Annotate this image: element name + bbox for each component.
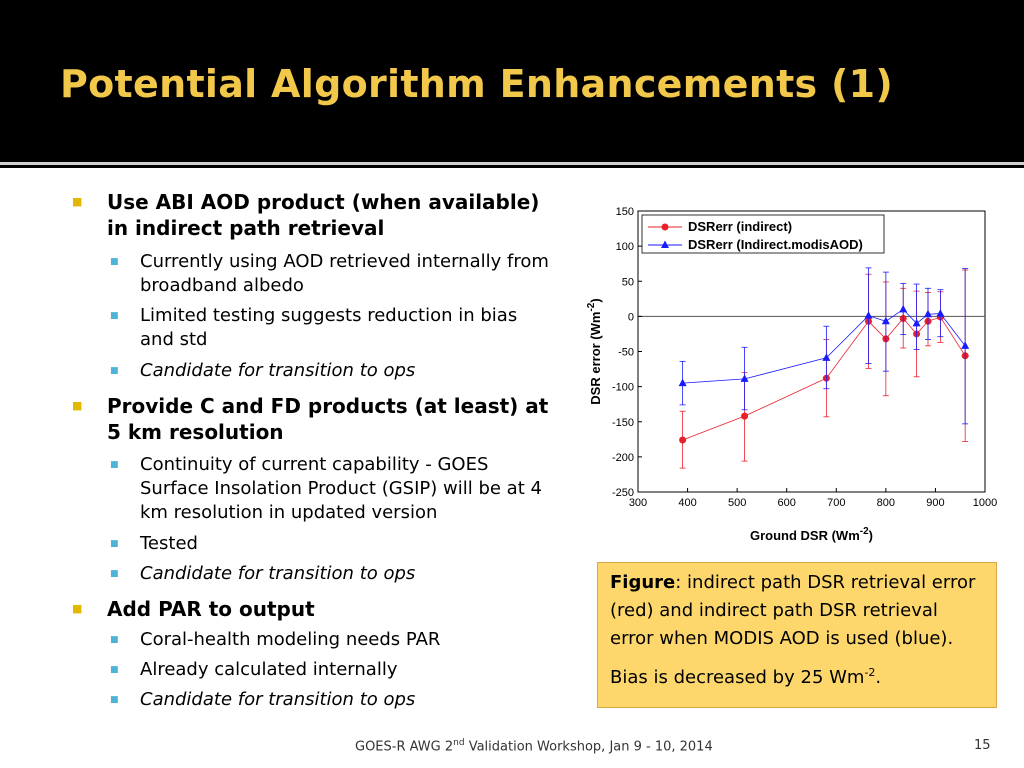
sub-bullet: ■ Currently using AOD retrieved internal… bbox=[110, 250, 550, 298]
sub-bullet-text: Candidate for transition to ops bbox=[140, 360, 416, 381]
bullet-square-icon: ■ bbox=[72, 195, 83, 208]
y-axis-label: DSR error (Wm-2) bbox=[586, 298, 603, 404]
page-number: 15 bbox=[974, 738, 991, 753]
bullet-add-par: ■ Add PAR to output bbox=[72, 596, 562, 622]
footer-prefix: GOES-R AWG 2 bbox=[355, 739, 454, 755]
x-tick-label: 400 bbox=[678, 497, 696, 509]
x-tick-label: 1000 bbox=[973, 497, 997, 509]
plot-frame bbox=[637, 210, 986, 493]
y-tick-label: 100 bbox=[616, 241, 634, 253]
sub-bullet-square-icon: ■ bbox=[110, 366, 119, 376]
sub-bullet-square-icon: ■ bbox=[110, 635, 119, 645]
sub-bullet-text: Currently using AOD retrieved internally… bbox=[140, 251, 549, 296]
sub-bullet-square-icon: ■ bbox=[110, 311, 119, 321]
caption-bias-end: . bbox=[875, 667, 882, 688]
y-tick-label: -200 bbox=[612, 452, 634, 464]
legend-box bbox=[641, 214, 885, 254]
y-tick-label: -250 bbox=[612, 487, 634, 499]
data-point-blue bbox=[912, 318, 921, 327]
title-separator bbox=[0, 162, 1024, 165]
sub-bullet-text: Limited testing suggests reduction in bi… bbox=[140, 305, 518, 350]
y-tick-label: 50 bbox=[622, 276, 634, 288]
sub-bullet: ■ Candidate for transition to ops bbox=[110, 562, 550, 586]
legend-marker-blue bbox=[661, 240, 669, 248]
sub-bullet-square-icon: ■ bbox=[110, 569, 119, 579]
sub-bullet: ■ Already calculated internally bbox=[110, 658, 550, 682]
data-point-blue bbox=[864, 311, 873, 319]
caption-text: : indirect path DSR retrieval error (red… bbox=[610, 572, 976, 649]
sub-bullet-text: Already calculated internally bbox=[140, 659, 398, 680]
bullet-square-icon: ■ bbox=[72, 602, 83, 615]
data-point-blue bbox=[923, 309, 932, 318]
bullet-text: Provide C and FD products (at least) at … bbox=[107, 394, 549, 444]
sub-bullet-text: Coral-health modeling needs PAR bbox=[140, 629, 441, 650]
series-line-red bbox=[682, 316, 966, 441]
sub-bullet-square-icon: ■ bbox=[110, 257, 119, 267]
data-point-blue bbox=[678, 378, 687, 387]
legend-marker-red bbox=[661, 223, 669, 231]
sub-bullet: ■ Candidate for transition to ops bbox=[110, 688, 550, 712]
data-point-blue bbox=[899, 304, 908, 313]
footer-suffix: Validation Workshop, Jan 9 - 10, 2014 bbox=[464, 739, 713, 755]
figure-caption: Figure: indirect path DSR retrieval erro… bbox=[597, 562, 997, 708]
legend-label-red: DSRerr (indirect) bbox=[688, 219, 792, 234]
sub-bullet-square-icon: ■ bbox=[110, 695, 119, 705]
sub-bullet-text: Candidate for transition to ops bbox=[140, 563, 416, 584]
y-tick-label: 0 bbox=[628, 311, 634, 323]
slide-title: Potential Algorithm Enhancements (1) bbox=[60, 62, 894, 106]
y-tick-label: -100 bbox=[612, 382, 634, 394]
sub-bullet-square-icon: ■ bbox=[110, 539, 119, 549]
dsr-error-chart: 300 400 500 600 700 800 900 1000-250-200-150-10… bbox=[586, 206, 997, 543]
series-line-blue bbox=[682, 308, 966, 384]
sub-bullet-square-icon: ■ bbox=[110, 460, 119, 470]
sub-bullet: ■ Limited testing suggests reduction in … bbox=[110, 304, 550, 352]
legend-label-blue: DSRerr (Indirect.modisAOD) bbox=[688, 237, 863, 252]
sub-bullet-square-icon: ■ bbox=[110, 665, 119, 675]
data-point-red bbox=[741, 412, 749, 420]
data-point-blue bbox=[936, 309, 945, 317]
sub-bullet: ■ Tested bbox=[110, 532, 550, 556]
x-tick-label: 600 bbox=[778, 497, 796, 509]
x-tick-label: 700 bbox=[827, 497, 845, 509]
sub-bullet-text: Continuity of current capability - GOES … bbox=[140, 454, 542, 523]
bullet-text: Add PAR to output bbox=[107, 597, 315, 621]
sub-bullet-text: Candidate for transition to ops bbox=[140, 689, 416, 710]
caption-bias-sup: -2 bbox=[864, 666, 876, 679]
x-tick-label: 900 bbox=[926, 497, 944, 509]
sub-bullet-text: Tested bbox=[140, 533, 198, 554]
footer-text: GOES-R AWG 2nd Validation Workshop, Jan … bbox=[355, 738, 713, 754]
caption-bias-text: Bias is decreased by 25 Wm bbox=[610, 667, 865, 688]
x-tick-label: 500 bbox=[728, 497, 746, 509]
data-point-blue bbox=[881, 316, 890, 325]
footer-sup: nd bbox=[453, 738, 465, 748]
x-tick-label: 800 bbox=[877, 497, 895, 509]
data-point-blue bbox=[740, 374, 749, 382]
y-tick-label: -150 bbox=[612, 417, 634, 429]
bullet-c-fd-products: ■ Provide C and FD products (at least) a… bbox=[72, 393, 562, 445]
data-point-red bbox=[679, 436, 687, 444]
bullet-abi-aod: ■ Use ABI AOD product (when available) i… bbox=[72, 189, 562, 241]
data-point-blue bbox=[961, 341, 970, 349]
bullet-text: Use ABI AOD product (when available) in … bbox=[107, 190, 540, 240]
bullet-square-icon: ■ bbox=[72, 399, 83, 412]
sub-bullet: ■ Candidate for transition to ops bbox=[110, 359, 550, 383]
sub-bullet: ■ Continuity of current capability - GOE… bbox=[110, 453, 550, 525]
x-axis-label: Ground DSR (Wm-2) bbox=[750, 526, 873, 543]
caption-label: Figure bbox=[610, 572, 676, 593]
x-tick-label: 300 bbox=[629, 497, 647, 509]
data-point-blue bbox=[822, 353, 831, 361]
y-tick-label: 150 bbox=[616, 206, 634, 218]
y-tick-label: -50 bbox=[618, 347, 634, 359]
sub-bullet: ■ Coral-health modeling needs PAR bbox=[110, 628, 550, 652]
